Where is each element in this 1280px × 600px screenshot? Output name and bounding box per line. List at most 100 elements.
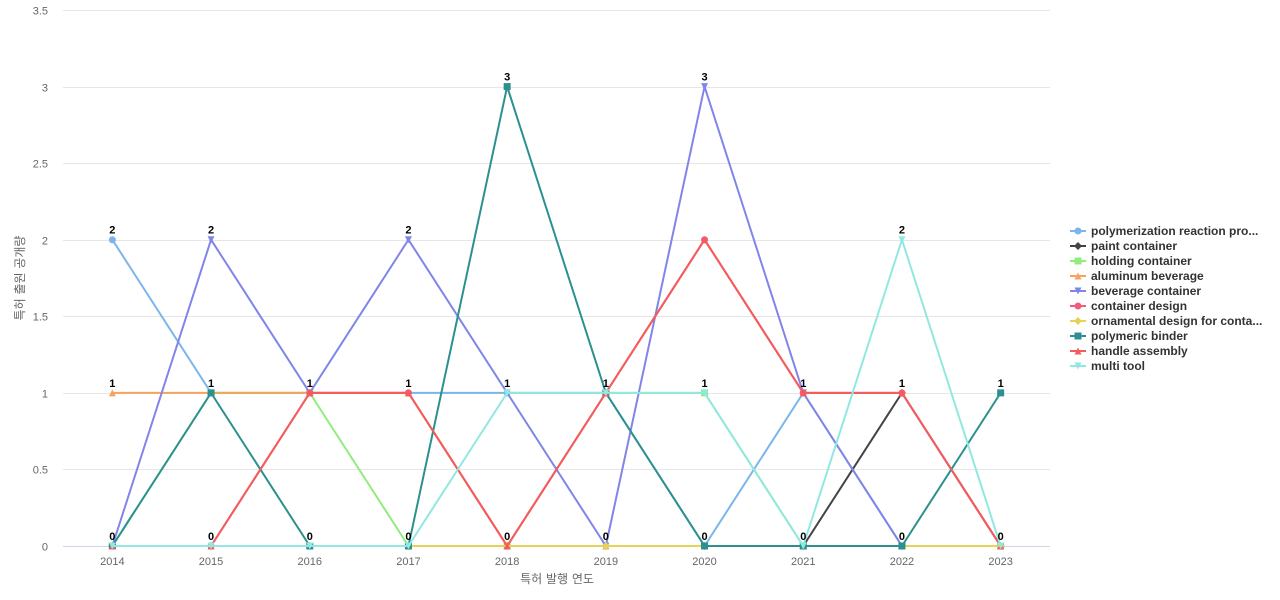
data-label: 1 [109, 378, 115, 390]
data-point[interactable] [108, 236, 116, 244]
data-label: 0 [307, 531, 313, 543]
legend-label: ornamental design for conta... [1091, 314, 1262, 328]
data-point[interactable] [701, 389, 709, 397]
data-labels: 2 2 1 2 3 1 3 1 2 1 1 1 1 1 1 1 0 0 0 0 0 0 0 0 0 0 [109, 72, 1003, 543]
legend-label: container design [1091, 299, 1187, 313]
data-point[interactable] [207, 389, 215, 397]
data-point[interactable] [898, 542, 906, 550]
data-point[interactable] [701, 83, 709, 91]
legend-label: aluminum beverage [1091, 269, 1204, 283]
x-tick-label: 2022 [890, 556, 914, 568]
data-point[interactable] [898, 236, 906, 244]
y-tick-label: 3 [42, 83, 48, 95]
data-point[interactable] [602, 389, 610, 397]
data-label: 2 [899, 225, 905, 237]
data-label: 1 [701, 378, 707, 390]
data-point[interactable] [799, 389, 807, 397]
legend-symbol [1074, 347, 1082, 355]
legend-label: holding container [1091, 254, 1192, 268]
data-point[interactable] [108, 542, 116, 550]
data-label: 0 [208, 531, 214, 543]
legend-item[interactable]: handle assembly [1070, 344, 1188, 358]
legend-item[interactable]: ornamental design for conta... [1070, 314, 1262, 328]
data-label: 2 [405, 225, 411, 237]
y-tick-label: 1.5 [33, 312, 48, 324]
legend-item[interactable]: holding container [1070, 254, 1192, 268]
data-label: 1 [208, 378, 214, 390]
legend-symbol [1074, 242, 1082, 250]
data-label: 1 [405, 378, 411, 390]
data-label: 1 [504, 378, 510, 390]
data-label: 0 [701, 531, 707, 543]
data-point[interactable] [207, 542, 215, 550]
legend-label: multi tool [1091, 359, 1145, 373]
y-axis-ticks: 0 0.5 1 1.5 2 2.5 3 3.5 [33, 6, 48, 554]
legend-label: handle assembly [1091, 344, 1188, 358]
data-point[interactable] [601, 542, 610, 550]
x-tick-label: 2016 [298, 556, 322, 568]
legend-item[interactable]: polymerization reaction pro... [1070, 224, 1258, 238]
data-point[interactable] [404, 542, 412, 550]
legend-label: beverage container [1091, 284, 1201, 298]
data-point[interactable] [799, 542, 807, 550]
data-label: 1 [800, 378, 806, 390]
data-label: 1 [899, 378, 905, 390]
x-tick-label: 2021 [791, 556, 815, 568]
x-tick-label: 2017 [396, 556, 420, 568]
data-point[interactable] [207, 236, 215, 244]
legend-item[interactable]: beverage container [1070, 284, 1201, 298]
data-label: 0 [603, 531, 609, 543]
series-lines [108, 83, 1005, 550]
legend-item[interactable]: polymeric binder [1070, 329, 1188, 343]
series-9 [108, 236, 1005, 550]
data-label: 0 [504, 531, 510, 543]
data-point[interactable] [701, 542, 709, 550]
legend-item[interactable]: aluminum beverage [1070, 269, 1204, 283]
data-point[interactable] [997, 542, 1005, 550]
data-point[interactable] [503, 542, 511, 550]
data-label: 0 [998, 531, 1004, 543]
data-label: 2 [208, 225, 214, 237]
x-tick-label: 2015 [199, 556, 223, 568]
data-point[interactable] [503, 389, 511, 397]
data-label: 0 [800, 531, 806, 543]
data-point[interactable] [306, 389, 314, 397]
data-point[interactable] [404, 236, 412, 244]
legend-symbol [1074, 332, 1082, 340]
legend-symbol [1074, 227, 1082, 235]
data-point[interactable] [108, 389, 116, 397]
legend-item[interactable]: paint container [1070, 239, 1177, 253]
y-tick-label: 2.5 [33, 159, 48, 171]
data-point[interactable] [503, 83, 511, 91]
x-tick-label: 2020 [692, 556, 716, 568]
legend-item[interactable]: container design [1070, 299, 1187, 313]
legend-symbol [1074, 287, 1082, 295]
y-axis-title: 특허 출원 공개량 [13, 236, 27, 321]
data-label: 2 [109, 225, 115, 237]
data-label: 3 [504, 72, 510, 84]
data-label: 1 [603, 378, 609, 390]
legend-symbol [1074, 317, 1082, 325]
legend-label: paint container [1091, 239, 1177, 253]
y-tick-label: 0 [42, 542, 48, 554]
data-point[interactable] [404, 389, 412, 397]
data-label: 0 [405, 531, 411, 543]
legend-symbol [1074, 302, 1082, 310]
data-point[interactable] [997, 389, 1005, 397]
x-tick-label: 2023 [988, 556, 1012, 568]
legend-symbol [1074, 257, 1082, 265]
x-axis-ticks: 2014 2015 2016 2017 2018 2019 2020 2021 2022 2023 [100, 556, 1013, 568]
x-tick-label: 2019 [594, 556, 618, 568]
legend-item[interactable]: multi tool [1070, 359, 1145, 373]
legend-label: polymeric binder [1091, 329, 1188, 343]
data-point[interactable] [701, 236, 709, 244]
data-point[interactable] [306, 542, 314, 550]
y-tick-label: 0.5 [33, 465, 48, 477]
x-axis-title: 특허 발행 연도 [520, 571, 594, 586]
series-line[interactable] [112, 238, 1002, 547]
legend-symbol [1074, 272, 1082, 280]
data-label: 1 [307, 378, 313, 390]
data-point[interactable] [898, 389, 906, 397]
legend[interactable]: polymerization reaction pro...paint cont… [1070, 224, 1262, 373]
